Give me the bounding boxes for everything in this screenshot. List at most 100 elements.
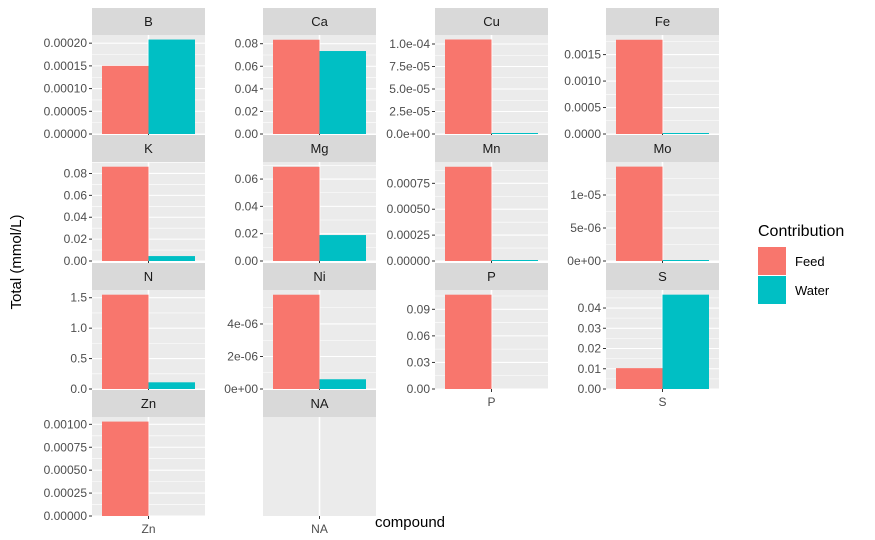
y-tick-label-n: 1.0 xyxy=(70,321,87,335)
bar-feed-ni xyxy=(273,294,320,389)
y-tick-label-zn: 0.00050 xyxy=(44,463,88,477)
y-tick-label-s: 0.00 xyxy=(578,382,602,396)
legend-label-water: Water xyxy=(795,283,830,298)
y-tick-label-b: 0.00010 xyxy=(44,82,88,96)
strip-label-fe: Fe xyxy=(655,14,670,29)
strip-label-b: B xyxy=(144,14,153,29)
facet-na: NA NA xyxy=(263,390,376,536)
strip-label-na: NA xyxy=(310,396,328,411)
facet-p: P 0.00 0.03 0.06 0.09 P xyxy=(407,263,548,409)
facet-cu: Cu0.0e+002.5e-055.0e-057.5e-051.0e-04Cu xyxy=(386,8,548,154)
strip-s xyxy=(606,263,719,290)
x-tick-label-na: NA xyxy=(311,522,328,536)
y-tick-label-ca: 0.04 xyxy=(235,82,259,96)
bar-feed-b xyxy=(102,65,149,134)
bar-water-ni xyxy=(319,379,366,389)
y-tick-label-zn: 0.00025 xyxy=(44,486,88,500)
bar-water-n xyxy=(148,382,195,389)
y-tick-label-fe: 0.0005 xyxy=(564,101,601,115)
y-tick-label-zn: 0.00075 xyxy=(44,440,88,454)
strip-label-ni: Ni xyxy=(313,269,325,284)
legend-key-feed xyxy=(758,247,786,275)
y-tick-label-mg: 0.04 xyxy=(235,199,259,213)
strip-mg xyxy=(263,135,376,162)
bar-water-s xyxy=(662,294,709,389)
y-tick-label-k: 0.06 xyxy=(64,188,88,202)
y-tick-label-cu: 2.5e-05 xyxy=(389,105,430,119)
strip-mn xyxy=(435,135,548,162)
y-tick-label-b: 0.00000 xyxy=(44,127,88,141)
bar-feed-p xyxy=(445,294,492,389)
y-tick-label-mn: 0.00000 xyxy=(387,254,431,268)
strip-na xyxy=(263,390,376,417)
bar-feed-k xyxy=(102,166,149,261)
strip-ca xyxy=(263,8,376,35)
strip-label-n: N xyxy=(144,269,153,284)
facet-mg: Mg0.000.020.040.06Mg xyxy=(235,135,376,281)
y-tick-label-mg: 0.06 xyxy=(235,172,259,186)
y-tick-label-mg: 0.00 xyxy=(235,254,259,268)
bar-water-mo xyxy=(662,260,709,261)
y-tick-label-p: 0.00 xyxy=(407,382,431,396)
y-tick-label-cu: 1.0e-04 xyxy=(389,37,430,51)
y-axis-title: Total (mmol/L) xyxy=(8,214,25,309)
facet-s: S 0.00 0.01 0.02 0.03 0.04 S xyxy=(578,263,719,409)
y-tick-label-fe: 0.0010 xyxy=(564,74,601,88)
facet-n: N0.00.51.01.5N xyxy=(70,263,205,409)
strip-label-ca: Ca xyxy=(311,14,328,29)
strip-p xyxy=(435,263,548,290)
x-axis-title: compound xyxy=(375,514,445,531)
y-tick-label-fe: 0.0000 xyxy=(564,127,601,141)
y-tick-label-b: 0.00015 xyxy=(44,59,88,73)
strip-cu xyxy=(435,8,548,35)
y-tick-label-k: 0.00 xyxy=(64,254,88,268)
y-tick-label-p: 0.06 xyxy=(407,329,431,343)
y-tick-label-mo: 5e-06 xyxy=(570,221,601,235)
strip-label-mn: Mn xyxy=(482,141,500,156)
y-tick-label-ni: 2e-06 xyxy=(227,349,258,363)
y-tick-label-n: 0.5 xyxy=(70,352,87,366)
legend-label-feed: Feed xyxy=(795,254,825,269)
legend-title: Contribution xyxy=(758,223,844,240)
legend-key-water xyxy=(758,276,786,304)
y-tick-label-ca: 0.08 xyxy=(235,37,259,51)
bar-feed-ca xyxy=(273,39,320,134)
y-tick-label-zn: 0.00000 xyxy=(44,509,88,523)
y-tick-label-p: 0.09 xyxy=(407,302,431,316)
strip-label-p: P xyxy=(487,269,496,284)
bar-water-k xyxy=(148,256,195,261)
y-tick-label-mg: 0.02 xyxy=(235,227,259,241)
strip-mo xyxy=(606,135,719,162)
bar-feed-zn xyxy=(102,421,149,516)
bar-feed-mg xyxy=(273,166,320,261)
bar-feed-fe xyxy=(616,39,663,134)
y-tick-label-s: 0.03 xyxy=(578,321,602,335)
strip-label-cu: Cu xyxy=(483,14,500,29)
bar-water-mn xyxy=(491,260,538,261)
bar-water-cu xyxy=(491,133,538,134)
bar-feed-s xyxy=(616,368,663,389)
strip-b xyxy=(92,8,205,35)
y-tick-label-ni: 4e-06 xyxy=(227,317,258,331)
y-tick-label-zn: 0.00100 xyxy=(44,417,88,431)
y-tick-label-p: 0.03 xyxy=(407,355,431,369)
strip-label-zn: Zn xyxy=(141,396,156,411)
y-tick-label-s: 0.02 xyxy=(578,342,602,356)
facet-zn: Zn 0.00000 0.00025 0.00050 0.00075 0.00100 Zn xyxy=(44,390,205,536)
y-tick-label-cu: 0.0e+00 xyxy=(386,127,430,141)
y-tick-label-ni: 0e+00 xyxy=(224,382,258,396)
y-tick-label-ca: 0.00 xyxy=(235,127,259,141)
y-tick-label-mo: 0e+00 xyxy=(567,254,601,268)
bar-feed-mo xyxy=(616,166,663,261)
y-tick-label-k: 0.04 xyxy=(64,210,88,224)
x-tick-label-p: P xyxy=(487,395,495,409)
strip-label-k: K xyxy=(144,141,153,156)
strip-label-mo: Mo xyxy=(653,141,671,156)
facet-fe: Fe0.00000.00050.00100.0015Fe xyxy=(564,8,719,154)
facet-panels: B0.000000.000050.000100.000150.00020BCa0… xyxy=(44,8,719,536)
y-tick-label-mo: 1e-05 xyxy=(570,188,601,202)
